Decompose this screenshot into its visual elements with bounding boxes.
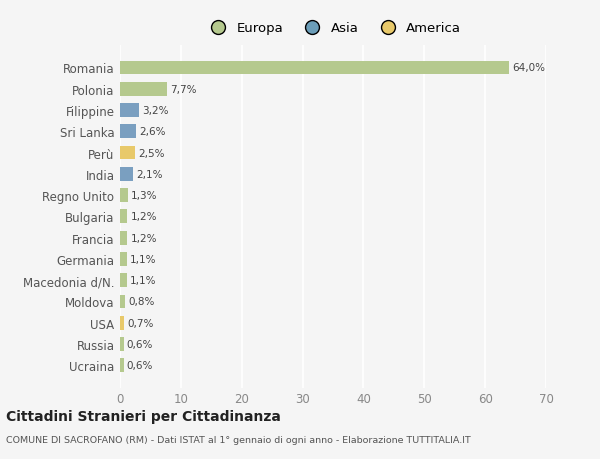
- Text: 2,1%: 2,1%: [136, 169, 163, 179]
- Text: 3,2%: 3,2%: [143, 106, 169, 116]
- Text: 7,7%: 7,7%: [170, 84, 196, 95]
- Legend: Europa, Asia, America: Europa, Asia, America: [201, 18, 465, 39]
- Text: 1,1%: 1,1%: [130, 275, 156, 285]
- Text: 2,5%: 2,5%: [138, 148, 165, 158]
- Bar: [120, 231, 127, 245]
- Bar: [120, 125, 136, 139]
- Text: 0,7%: 0,7%: [127, 318, 154, 328]
- Text: Cittadini Stranieri per Cittadinanza: Cittadini Stranieri per Cittadinanza: [6, 409, 281, 423]
- Bar: [120, 104, 139, 118]
- Bar: [120, 168, 133, 181]
- Bar: [120, 337, 124, 351]
- Bar: [120, 295, 125, 308]
- Bar: [120, 62, 509, 75]
- Text: 1,2%: 1,2%: [130, 233, 157, 243]
- Bar: [120, 83, 167, 96]
- Bar: [120, 252, 127, 266]
- Text: 0,6%: 0,6%: [127, 339, 153, 349]
- Bar: [120, 316, 124, 330]
- Text: 1,2%: 1,2%: [130, 212, 157, 222]
- Text: 0,8%: 0,8%: [128, 297, 154, 307]
- Bar: [120, 189, 128, 202]
- Text: 64,0%: 64,0%: [512, 63, 545, 73]
- Bar: [120, 274, 127, 287]
- Text: 1,1%: 1,1%: [130, 254, 156, 264]
- Bar: [120, 146, 135, 160]
- Bar: [120, 210, 127, 224]
- Text: 0,6%: 0,6%: [127, 360, 153, 370]
- Text: 1,3%: 1,3%: [131, 190, 157, 201]
- Bar: [120, 358, 124, 372]
- Text: COMUNE DI SACROFANO (RM) - Dati ISTAT al 1° gennaio di ogni anno - Elaborazione : COMUNE DI SACROFANO (RM) - Dati ISTAT al…: [6, 435, 471, 443]
- Text: 2,6%: 2,6%: [139, 127, 166, 137]
